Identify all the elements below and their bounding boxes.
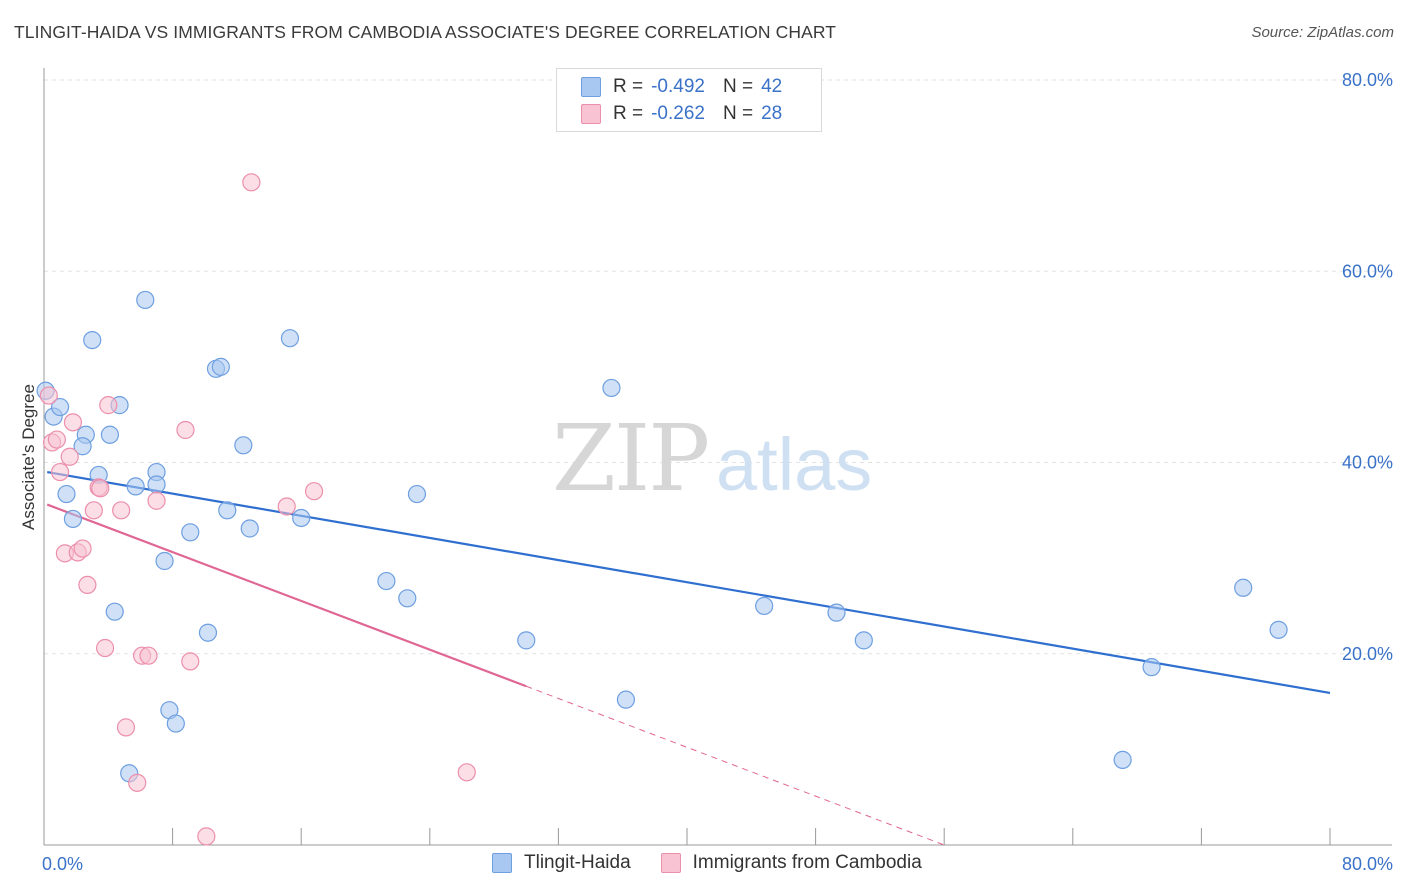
point-tlingit-haida [616, 690, 636, 709]
watermark-zip: ZIP [552, 405, 708, 512]
legend-item-immigrants-from-cambodia[interactable]: Immigrants from Cambodia [660, 852, 922, 874]
legend-swatch [492, 853, 512, 873]
stats-legend: R = -0.492 N = 42 R = -0.262 N = 28 [556, 68, 822, 132]
point-tlingit-haida [827, 603, 846, 622]
point-tlingit-haida [292, 508, 311, 528]
legend-item-tlingit-haida[interactable]: Tlingit-Haida [492, 852, 631, 874]
n-value: 42 [761, 76, 783, 97]
y-tick-label: 60.0% [1342, 261, 1393, 281]
tick-labels: 20.0% 40.0% 60.0% 80.0% 0.0% 80.0% [42, 70, 1393, 874]
watermark: ZIP atlas [552, 405, 872, 512]
y-tick-label: 40.0% [1342, 453, 1393, 473]
legend-swatch [660, 853, 681, 873]
point-immigrants-from-cambodia [128, 773, 147, 792]
point-tlingit-haida [1269, 620, 1288, 639]
point-tlingit-haida [240, 519, 259, 538]
point-tlingit-haida [83, 331, 102, 350]
point-immigrants-from-cambodia [277, 497, 296, 516]
chart-title: TLINGIT-HAIDA VS IMMIGRANTS FROM CAMBODI… [14, 22, 837, 42]
point-tlingit-haida [73, 437, 92, 456]
y-axis-label: Associate's Degree [19, 384, 38, 530]
point-tlingit-haida [1142, 658, 1161, 677]
point-immigrants-from-cambodia [73, 539, 92, 558]
n-label: N = [722, 76, 754, 97]
point-tlingit-haida [377, 571, 396, 591]
legend-label: Immigrants from Cambodia [692, 852, 922, 873]
point-tlingit-haida [155, 551, 174, 571]
point-immigrants-from-cambodia [50, 462, 70, 482]
point-immigrants-from-cambodia [91, 479, 110, 498]
point-tlingit-haida [181, 523, 200, 542]
trend-line-immigrants-from-cambodia [46, 503, 527, 688]
point-tlingit-haida [398, 589, 417, 608]
legend-swatch-tlingit [581, 77, 601, 97]
watermark-atlas: atlas [716, 423, 872, 506]
legend-label: Tlingit-Haida [524, 852, 631, 873]
point-immigrants-from-cambodia [197, 827, 216, 846]
point-tlingit-haida [147, 475, 166, 494]
point-immigrants-from-cambodia [84, 501, 103, 520]
point-tlingit-haida [50, 397, 70, 417]
point-tlingit-haida [166, 714, 185, 733]
point-tlingit-haida [1113, 750, 1132, 769]
legend-row-cambodia: R = -0.262 N = 28 [581, 102, 782, 126]
point-tlingit-haida [517, 631, 536, 650]
r-value: -0.262 [651, 103, 705, 124]
n-label: N = [722, 103, 754, 124]
y-tick-label: 80.0% [1342, 70, 1393, 90]
axes [43, 68, 1392, 846]
point-immigrants-from-cambodia [112, 501, 131, 520]
r-value: -0.492 [651, 76, 705, 97]
series-legend: Tlingit-Haida Immigrants from Cambodia [492, 852, 952, 874]
point-immigrants-from-cambodia [47, 430, 66, 449]
point-tlingit-haida [136, 290, 155, 310]
point-tlingit-haida [211, 357, 230, 376]
point-tlingit-haida [602, 378, 621, 398]
point-tlingit-haida [854, 631, 873, 650]
point-tlingit-haida [100, 425, 120, 444]
r-label: R = [613, 76, 644, 97]
point-tlingit-haida [1234, 578, 1253, 597]
trend-line-tlingit-haida [47, 470, 1331, 695]
point-immigrants-from-cambodia [116, 718, 136, 737]
point-tlingit-haida [198, 623, 218, 642]
r-label: R = [613, 103, 644, 124]
point-immigrants-from-cambodia [242, 173, 261, 192]
point-immigrants-from-cambodia [63, 413, 83, 432]
point-immigrants-from-cambodia [147, 491, 166, 510]
point-immigrants-from-cambodia [304, 482, 324, 501]
point-immigrants-from-cambodia [78, 575, 97, 595]
x-tick-label: 80.0% [1342, 854, 1393, 874]
x-tick-label: 0.0% [42, 854, 83, 874]
point-immigrants-from-cambodia [95, 638, 115, 658]
point-immigrants-from-cambodia [99, 396, 118, 415]
trend-lines [46, 470, 1331, 846]
legend-swatch-cambodia [581, 104, 601, 124]
point-immigrants-from-cambodia [139, 646, 158, 665]
point-tlingit-haida [755, 596, 774, 616]
point-tlingit-haida [407, 484, 427, 504]
point-immigrants-from-cambodia [39, 386, 58, 405]
point-tlingit-haida [57, 484, 76, 504]
point-immigrants-from-cambodia [60, 447, 79, 466]
source-label: Source: ZipAtlas.com [1251, 24, 1394, 41]
point-immigrants-from-cambodia [457, 763, 476, 782]
y-tick-label: 20.0% [1342, 644, 1393, 664]
point-tlingit-haida [234, 436, 253, 455]
grid-lines [44, 79, 1392, 655]
point-immigrants-from-cambodia [181, 652, 200, 671]
point-tlingit-haida [63, 509, 83, 529]
trend-extension-immigrants-from-cambodia [526, 685, 945, 846]
legend-row-tlingit: R = -0.492 N = 42 [581, 75, 782, 99]
point-tlingit-haida [218, 501, 237, 520]
n-value: 28 [761, 103, 783, 124]
point-tlingit-haida [126, 477, 145, 496]
point-tlingit-haida [105, 602, 124, 621]
point-immigrants-from-cambodia [176, 420, 195, 440]
data-points [36, 173, 1288, 846]
point-tlingit-haida [280, 329, 300, 348]
